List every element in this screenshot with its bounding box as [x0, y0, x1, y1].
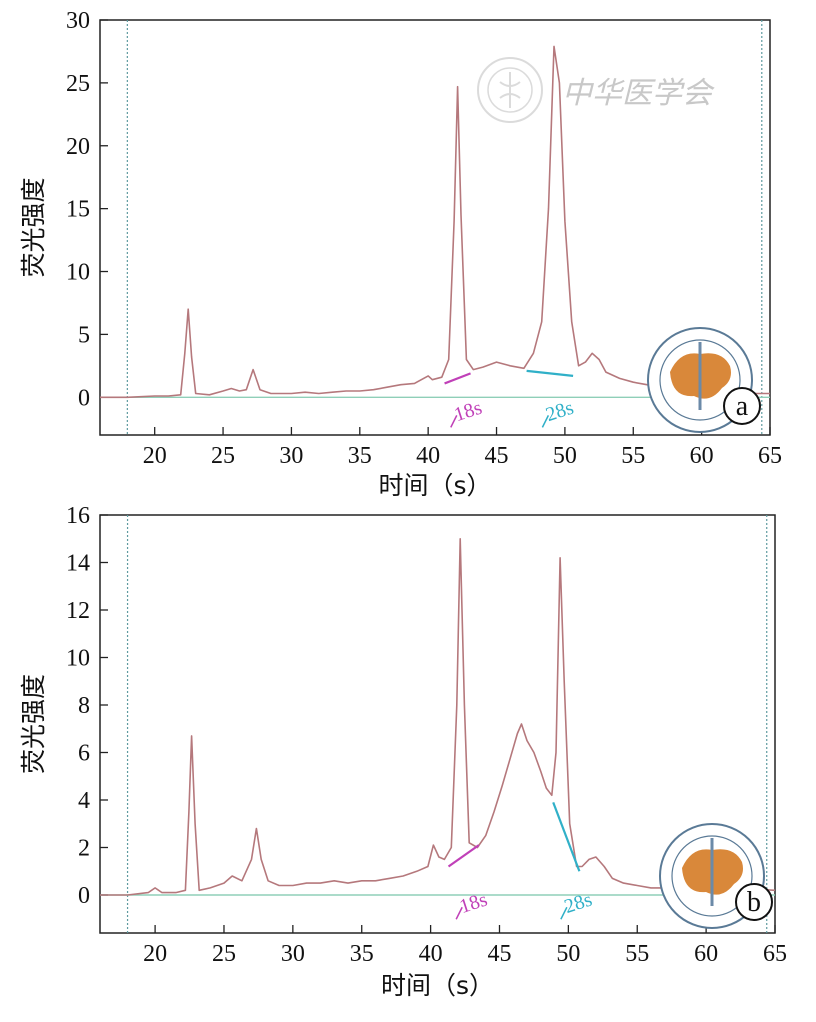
x-tick-label: 45 — [487, 941, 511, 967]
peak-label-marker — [541, 415, 550, 428]
series-line-0 — [100, 538, 776, 896]
y-tick-label: 25 — [66, 71, 90, 97]
y-tick-label: 30 — [66, 8, 90, 34]
x-tick-label: 25 — [212, 941, 236, 967]
panel-label-circle — [723, 387, 761, 425]
peak-segment-28s — [552, 801, 581, 872]
panel-label-circle — [735, 883, 773, 921]
peak-segment-18s — [447, 844, 480, 868]
y-tick-label: 4 — [78, 788, 90, 814]
peak-segment-28s — [526, 369, 574, 377]
panel-label: a — [736, 391, 749, 422]
y-tick-label: 14 — [66, 551, 90, 577]
y-tick-label: 0 — [78, 385, 90, 411]
x-tick-label: 65 — [763, 941, 787, 967]
peak-label-28s: 28s — [562, 888, 595, 918]
x-tick-label: 55 — [625, 941, 649, 967]
x-tick-label: 35 — [350, 941, 374, 967]
x-tick-label: 55 — [621, 443, 645, 469]
x-tick-label: 40 — [419, 941, 443, 967]
logo-inner-ring — [671, 835, 753, 917]
y-axis-title: 荧光强度 — [19, 674, 48, 774]
x-tick-label: 30 — [279, 443, 303, 469]
y-tick-label: 6 — [78, 741, 90, 767]
watermark-text: 中华医学会 — [562, 76, 715, 111]
watermark: 中华医学会 — [477, 57, 715, 123]
peak-label-18s: 18s — [457, 888, 490, 918]
x-tick-label: 50 — [553, 443, 577, 469]
y-tick-label: 20 — [66, 134, 90, 160]
x-tick-label: 35 — [348, 443, 372, 469]
x-tick-label: 30 — [281, 941, 305, 967]
x-tick-label: 20 — [143, 443, 167, 469]
x-tick-label: 25 — [211, 443, 235, 469]
y-tick-label: 16 — [66, 503, 90, 529]
y-tick-label: 0 — [78, 883, 90, 909]
x-axis-title: 时间（s） — [378, 471, 491, 500]
series-line-0 — [100, 45, 770, 399]
peak-label-18s: 18s — [452, 397, 485, 427]
x-tick-label: 45 — [485, 443, 509, 469]
x-tick-label: 60 — [694, 941, 718, 967]
y-tick-label: 10 — [66, 260, 90, 286]
plot-frame — [99, 19, 771, 436]
peak-label-marker — [450, 415, 458, 428]
watermark-seal-icon — [477, 57, 543, 123]
logo-inner-ring — [659, 339, 741, 421]
x-tick-label: 40 — [416, 443, 440, 469]
x-axis-title: 时间（s） — [381, 971, 494, 1000]
peak-segment-18s — [444, 372, 471, 385]
x-tick-label: 65 — [758, 443, 782, 469]
y-tick-label: 8 — [78, 693, 90, 719]
peak-label-marker — [560, 906, 568, 920]
y-tick-label: 15 — [66, 197, 90, 223]
peak-label-28s: 28s — [543, 397, 576, 427]
plot-frame — [99, 514, 776, 934]
x-tick-label: 60 — [690, 443, 714, 469]
x-tick-label: 20 — [143, 941, 167, 967]
y-axis-title: 荧光强度 — [19, 177, 48, 277]
x-tick-label: 50 — [556, 941, 580, 967]
panel-label: b — [747, 887, 761, 918]
y-tick-label: 10 — [66, 646, 90, 672]
y-tick-label: 2 — [78, 836, 90, 862]
peak-label-marker — [455, 906, 463, 920]
chart-panel-b: 0 2 4 6 8 10 12 14 16 20 25 30 35 40 45 50 55 60 65 时间（s） 荧光… — [19, 503, 787, 1000]
y-tick-label: 5 — [78, 322, 90, 348]
y-tick-label: 12 — [66, 598, 90, 624]
